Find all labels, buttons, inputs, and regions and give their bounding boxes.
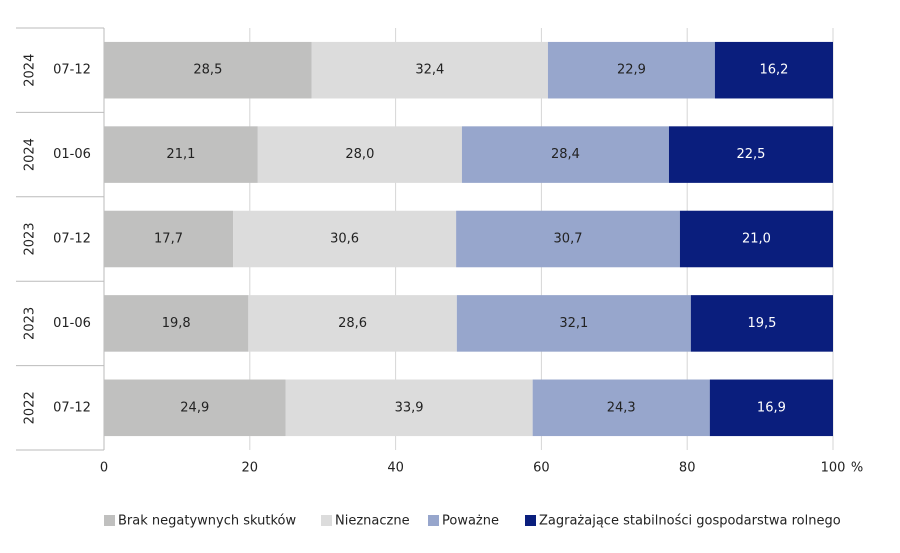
- bar-segment: [285, 379, 533, 437]
- x-tick-label: 20: [242, 461, 259, 476]
- value-label: 16,2: [759, 63, 788, 78]
- value-label: 32,1: [559, 316, 588, 331]
- value-label: 22,9: [617, 63, 646, 78]
- value-label: 28,0: [345, 147, 374, 162]
- value-label: 17,7: [154, 232, 183, 247]
- bar-segment: [547, 41, 715, 99]
- legend-swatch: [525, 515, 536, 526]
- value-label: 21,1: [166, 147, 195, 162]
- bar-segment: [690, 295, 833, 352]
- bar-segment: [461, 126, 669, 183]
- legend-label: Zagrażające stabilności gospodarstwa rol…: [539, 514, 841, 529]
- x-tick-label: 100: [821, 461, 846, 476]
- bar-segment: [104, 210, 234, 268]
- x-tick-label: 40: [387, 461, 404, 476]
- bar-segment: [714, 41, 833, 99]
- value-label: 28,6: [338, 316, 367, 331]
- bar-segment: [248, 295, 457, 352]
- category-label: 01-06: [53, 147, 91, 162]
- legend-swatch: [428, 515, 439, 526]
- value-label: 22,5: [737, 147, 766, 162]
- value-label: 30,7: [554, 232, 583, 247]
- x-tick-label: 0: [100, 461, 108, 476]
- bar-segment: [668, 126, 833, 183]
- category-group-label: 2024: [23, 54, 38, 87]
- value-label: 21,0: [742, 232, 771, 247]
- bar-segment: [456, 295, 691, 352]
- legend-swatch: [321, 515, 332, 526]
- value-label: 30,6: [330, 232, 359, 247]
- value-label: 24,9: [180, 400, 209, 415]
- category-label: 07-12: [53, 400, 91, 415]
- x-tick-label: 80: [679, 461, 696, 476]
- bar-segment: [104, 41, 312, 99]
- bar-segment: [104, 126, 258, 183]
- legend-label: Brak negatywnych skutków: [118, 514, 296, 529]
- category-group-label: 2023: [23, 307, 38, 340]
- legend-swatch: [104, 515, 115, 526]
- category-group-label: 2022: [23, 391, 38, 424]
- category-group-label: 2024: [23, 138, 38, 171]
- value-label: 28,5: [193, 63, 222, 78]
- bar-segment: [104, 379, 286, 437]
- category-label: 01-06: [53, 316, 91, 331]
- legend-label: Nieznaczne: [335, 514, 410, 529]
- category-label: 07-12: [53, 232, 91, 247]
- category-label: 07-12: [53, 63, 91, 78]
- x-tick-label: 60: [533, 461, 550, 476]
- bar-segment: [233, 210, 457, 268]
- bar-segment: [257, 126, 462, 183]
- value-label: 28,4: [551, 147, 580, 162]
- value-label: 19,5: [747, 316, 776, 331]
- value-label: 24,3: [607, 400, 636, 415]
- category-group-label: 2023: [23, 222, 38, 255]
- bar-segment: [104, 295, 249, 352]
- value-label: 32,4: [415, 63, 444, 78]
- bar-segment: [679, 210, 833, 268]
- bar-segment: [709, 379, 833, 437]
- bar-segment: [532, 379, 710, 437]
- value-label: 19,8: [162, 316, 191, 331]
- bar-segment: [311, 41, 548, 99]
- x-unit: %: [851, 461, 863, 476]
- legend-label: Poważne: [442, 514, 499, 529]
- value-label: 33,9: [395, 400, 424, 415]
- value-label: 16,9: [757, 400, 786, 415]
- bar-segment: [456, 210, 680, 268]
